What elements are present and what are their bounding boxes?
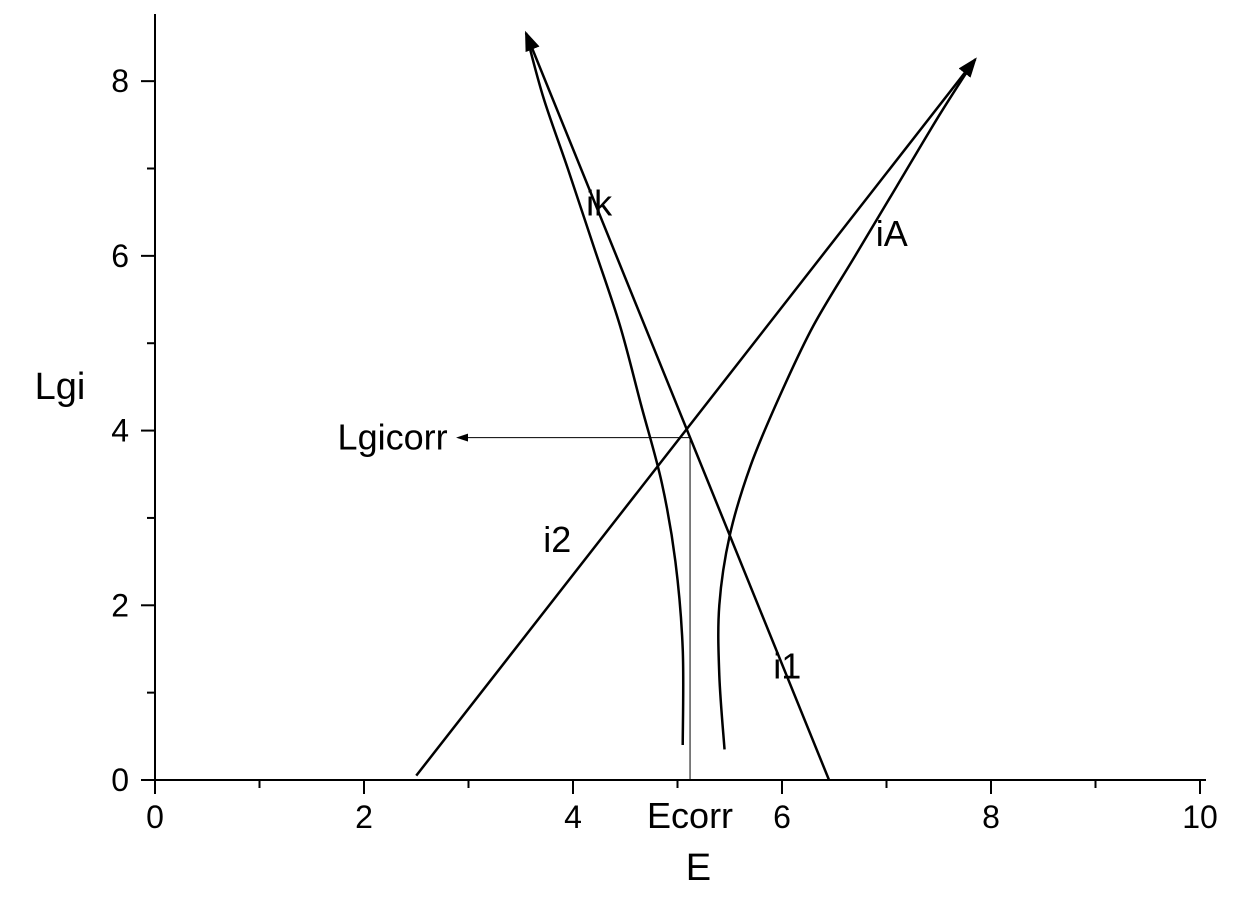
x-tick-label: 10	[1182, 799, 1218, 835]
y-tick-label: 4	[111, 413, 129, 449]
tafel-plot: 0 2 4 6 8 10 0 2 4 6 8 E Lgi ik iA i2 i1 Lgicorr Ecorr	[0, 0, 1240, 909]
curve-iA	[718, 64, 972, 750]
y-tick-label: 8	[111, 63, 129, 99]
y-tick-label: 2	[111, 587, 129, 623]
x-tick-label: 4	[564, 799, 582, 835]
y-axis-label: Lgi	[35, 366, 86, 408]
line-i2	[416, 59, 975, 775]
label-ik: ik	[586, 182, 613, 223]
label-i1: i1	[773, 645, 801, 686]
label-ecorr: Ecorr	[647, 795, 733, 836]
chart-svg: 0 2 4 6 8 10 0 2 4 6 8 E Lgi ik iA i2 i1 Lgicorr Ecorr	[0, 0, 1240, 909]
curve-ik	[527, 37, 683, 745]
label-iA: iA	[876, 213, 908, 254]
x-tick-label: 8	[982, 799, 1000, 835]
y-tick-label: 0	[111, 762, 129, 798]
x-tick-label: 6	[773, 799, 791, 835]
x-axis-label: E	[686, 847, 711, 889]
x-tick-label: 2	[355, 799, 373, 835]
label-lgicorr: Lgicorr	[338, 417, 448, 458]
y-tick-label: 6	[111, 238, 129, 274]
x-tick-label: 0	[146, 799, 164, 835]
label-i2: i2	[543, 519, 571, 560]
